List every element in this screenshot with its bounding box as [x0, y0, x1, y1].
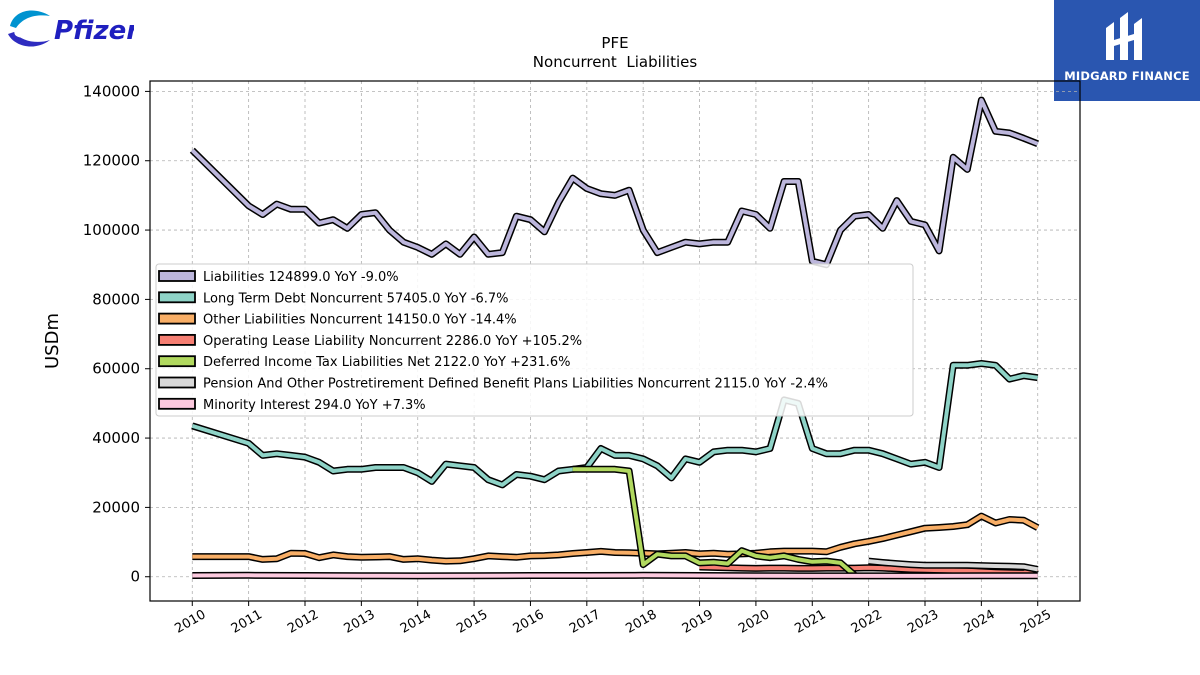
- chart-subtitle: Noncurrent Liabilities: [533, 53, 698, 71]
- legend-box: [155, 263, 914, 417]
- legend-label: Other Liabilities Noncurrent 14150.0 YoY…: [203, 313, 517, 328]
- series-line: [192, 573, 1038, 578]
- legend: Liabilities 124899.0 YoY -9.0% Long Term …: [155, 263, 914, 417]
- midgard-logo-mark: [1106, 12, 1142, 60]
- x-tick-label: 2011: [229, 607, 265, 637]
- series-line: [868, 559, 1039, 572]
- y-tick-label: 120000: [83, 152, 140, 170]
- pfizer-logo-mark: Pfizer: [8, 10, 141, 47]
- x-tick-label: 2023: [905, 607, 941, 637]
- y-tick-label: 100000: [83, 221, 140, 239]
- x-tick-label: 2019: [680, 607, 716, 637]
- series-3: [699, 563, 1039, 577]
- y-tick-label: 0: [130, 568, 140, 586]
- series-line: [192, 514, 1039, 564]
- x-tick-label: 2024: [962, 607, 998, 637]
- y-axis-label: USDm: [42, 313, 63, 369]
- chart-title: PFE: [601, 34, 628, 52]
- x-tick-label: 2015: [454, 607, 490, 637]
- pfizer-logo: Pfizer: [4, 4, 141, 58]
- y-tick-label: 40000: [92, 429, 140, 447]
- grid: [150, 81, 1080, 601]
- series-line: [191, 361, 1038, 487]
- legend-label: Long Term Debt Noncurrent 57405.0 YoY -6…: [203, 291, 509, 306]
- x-tick-label: 2014: [398, 607, 434, 637]
- legend-label: Minority Interest 294.0 YoY +7.3%: [203, 398, 426, 413]
- y-tick-label: 80000: [92, 290, 140, 308]
- series-6: [192, 571, 1038, 580]
- x-tick-label: 2025: [1018, 607, 1054, 637]
- series-line: [699, 565, 1039, 575]
- y-axis: 0 20000 40000 60000 80000 100000 120000 140000: [83, 82, 150, 586]
- x-tick-label: 2010: [172, 607, 208, 637]
- legend-swatch: [158, 270, 196, 282]
- x-tick-label: 2022: [849, 607, 885, 637]
- legend-swatch: [158, 312, 196, 325]
- y-tick-label: 140000: [83, 82, 140, 100]
- legend-swatch: [158, 333, 196, 346]
- legend-swatch: [158, 355, 196, 368]
- series-5: [868, 557, 1039, 573]
- x-tick-label: 2012: [285, 607, 321, 637]
- x-tick-label: 2021: [792, 607, 828, 637]
- midgard-finance-logo: MIDGARD FINANCE: [1054, 0, 1200, 101]
- x-tick-label: 2017: [567, 607, 603, 637]
- pfizer-logo-text: Pfizer: [54, 16, 134, 46]
- legend-label: Operating Lease Liability Noncurrent 228…: [203, 334, 582, 349]
- x-tick-label: 2016: [511, 607, 547, 637]
- legend-swatch: [158, 397, 196, 410]
- x-tick-label: 2020: [736, 607, 772, 637]
- legend-label: Deferred Income Tax Liabilities Net 2122…: [203, 355, 571, 370]
- series-layer: [189, 96, 1040, 580]
- midgard-logo-text: MIDGARD FINANCE: [1064, 69, 1190, 83]
- legend-swatch: [158, 376, 196, 389]
- y-tick-label: 20000: [92, 498, 140, 516]
- series-0: [189, 96, 1039, 269]
- plot-frame: [149, 80, 1081, 602]
- x-tick-label: 2018: [623, 607, 659, 637]
- series-1: [191, 360, 1039, 489]
- x-tick-label: 2013: [342, 607, 378, 637]
- legend-label: Pension And Other Postretirement Defined…: [203, 377, 828, 392]
- series-4: [572, 465, 857, 578]
- x-axis: 2010 2011 2012 2013 2014 2015 2016 2017 2018 2019…: [172, 601, 1054, 637]
- series-line: [572, 467, 856, 577]
- legend-swatch: [158, 291, 196, 304]
- series-line-outline: [189, 96, 1039, 269]
- series-line: [190, 98, 1039, 267]
- series-2: [192, 512, 1040, 565]
- y-tick-label: 60000: [92, 360, 140, 378]
- legend-label: Liabilities 124899.0 YoY -9.0%: [203, 270, 399, 285]
